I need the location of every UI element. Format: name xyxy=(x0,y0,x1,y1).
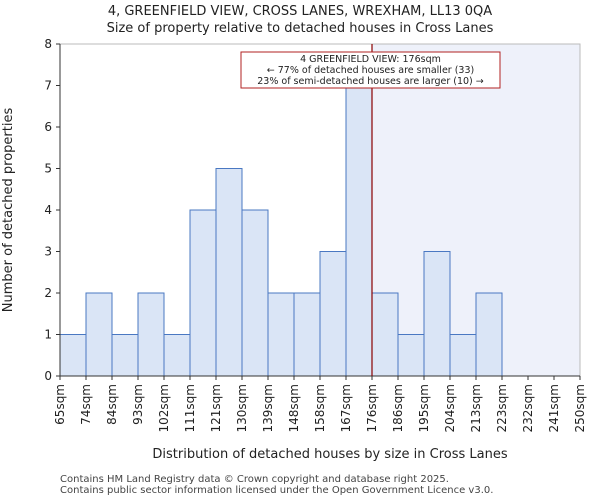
y-axis-label: Number of detached properties xyxy=(1,108,16,313)
bar-158sqm xyxy=(319,251,347,377)
bar-167sqm xyxy=(345,85,373,377)
x-tick-label-158sqm: 158sqm xyxy=(313,384,327,432)
x-tick-label-250sqm: 250sqm xyxy=(573,384,587,432)
x-tick-label-232sqm: 232sqm xyxy=(521,384,535,432)
x-tick-label-167sqm: 167sqm xyxy=(339,384,353,432)
x-tick-label-111sqm: 111sqm xyxy=(183,384,197,432)
bar-204sqm xyxy=(449,334,477,377)
x-tick-label-204sqm: 204sqm xyxy=(443,384,457,432)
y-tick-label-1: 1 xyxy=(44,328,52,342)
x-tick-label-139sqm: 139sqm xyxy=(261,384,275,432)
bar-148sqm xyxy=(293,292,321,377)
x-tick-label-176sqm: 176sqm xyxy=(365,384,379,432)
x-tick-label-148sqm: 148sqm xyxy=(287,384,301,432)
annotation-box: 4 GREENFIELD VIEW: 176sqm ← 77% of detac… xyxy=(240,51,501,89)
annotation-line2: ← 77% of detached houses are smaller (33… xyxy=(267,65,474,76)
bar-130sqm xyxy=(241,209,269,377)
y-tick-label-0: 0 xyxy=(44,369,52,383)
x-tick-label-186sqm: 186sqm xyxy=(391,384,405,432)
bar-84sqm xyxy=(111,334,139,377)
bar-102sqm xyxy=(163,334,191,377)
bar-65sqm xyxy=(59,334,87,377)
x-tick-label-213sqm: 213sqm xyxy=(469,384,483,432)
x-tick-label-223sqm: 223sqm xyxy=(495,384,509,432)
y-tick-label-5: 5 xyxy=(44,162,52,176)
y-tick-label-2: 2 xyxy=(44,286,52,300)
x-axis-label: Distribution of detached houses by size … xyxy=(152,447,507,462)
x-tick-label-65sqm: 65sqm xyxy=(53,384,67,425)
footer-licence: Contains public sector information licen… xyxy=(60,485,494,496)
x-tick-label-241sqm: 241sqm xyxy=(547,384,561,432)
annotation-line1: 4 GREENFIELD VIEW: 176sqm xyxy=(300,54,441,65)
x-tick-label-102sqm: 102sqm xyxy=(157,384,171,432)
annotation-line3: 23% of semi-detached houses are larger (… xyxy=(257,76,484,87)
x-ticks-group: 65sqm 74sqm 84sqm 93sqm 102sqm 111sqm 121sqm 13… xyxy=(53,376,587,432)
annotation-border xyxy=(240,51,501,89)
bar-139sqm xyxy=(267,292,295,377)
bar-93sqm xyxy=(137,292,165,377)
x-tick-label-130sqm: 130sqm xyxy=(235,384,249,432)
bar-74sqm xyxy=(85,292,113,377)
bar-213sqm xyxy=(475,292,503,377)
y-tick-label-7: 7 xyxy=(44,79,52,93)
bar-176sqm xyxy=(371,292,399,377)
y-tick-label-4: 4 xyxy=(44,203,52,217)
bar-111sqm xyxy=(189,209,217,377)
bars-group xyxy=(59,85,503,377)
bar-195sqm xyxy=(423,251,451,377)
y-ticks-group: 0 1 2 3 4 5 6 7 8 xyxy=(44,37,60,383)
x-tick-label-121sqm: 121sqm xyxy=(209,384,223,432)
x-tick-label-93sqm: 93sqm xyxy=(131,384,145,425)
chart-title-line2: Size of property relative to detached ho… xyxy=(107,21,494,36)
x-tick-label-195sqm: 195sqm xyxy=(417,384,431,432)
x-tick-label-84sqm: 84sqm xyxy=(105,384,119,425)
y-tick-label-3: 3 xyxy=(44,245,52,259)
y-tick-label-8: 8 xyxy=(44,37,52,51)
bar-121sqm xyxy=(215,168,243,377)
x-tick-label-74sqm: 74sqm xyxy=(79,384,93,425)
bar-186sqm xyxy=(397,334,425,377)
footer-copyright: Contains HM Land Registry data © Crown c… xyxy=(60,474,449,485)
y-tick-label-6: 6 xyxy=(44,120,52,134)
chart-title-line1: 4, GREENFIELD VIEW, CROSS LANES, WREXHAM… xyxy=(108,4,492,19)
